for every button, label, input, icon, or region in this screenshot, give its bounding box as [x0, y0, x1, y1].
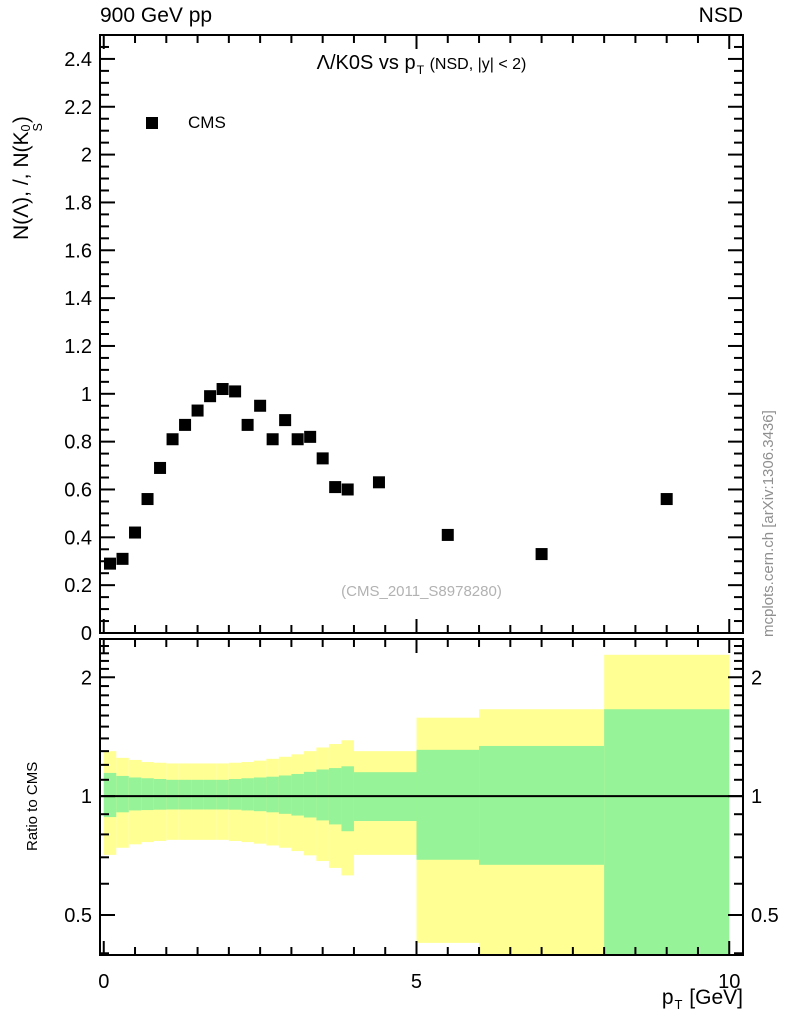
ratio-band-inner [253, 777, 267, 812]
ratio-band-inner [203, 779, 217, 810]
ratio-band-inner [116, 775, 129, 813]
ratio-band-inner [479, 745, 605, 865]
axis-tick-label: 2 [81, 145, 92, 167]
data-point [316, 452, 329, 465]
ratio-band-inner [316, 769, 329, 821]
axis-tick-label: 2.4 [64, 49, 92, 71]
plot-title-main: Λ/K0S vs p [316, 52, 416, 74]
ratio-band-inner [278, 775, 292, 814]
ratio-band-inner [241, 778, 254, 811]
plot-title-suffix: (NSD, |y| < 2) [425, 56, 527, 73]
y-axis-title: N(Λ), /, N(K 0 S) [10, 116, 45, 240]
data-point [116, 552, 129, 565]
axis-tick-label: 10 [718, 971, 740, 993]
data-point [229, 385, 242, 398]
x-axis-title-suffix: [GeV] [683, 986, 743, 1009]
axis-tick-label: 2 [81, 667, 92, 689]
data-point [204, 390, 217, 403]
ratio-band-inner [141, 778, 154, 811]
ratio-band-inner [303, 771, 317, 818]
axis-tick-label: 0.8 [64, 432, 92, 454]
axis-tick-label: 5 [411, 971, 422, 993]
data-point [535, 548, 548, 561]
data-point [104, 557, 117, 570]
data-point [372, 476, 385, 489]
ratio-band-inner [228, 779, 242, 810]
ratio-band-inner [216, 779, 229, 810]
axis-tick-label: 0.4 [64, 527, 92, 549]
axis-tick-label: 0.6 [64, 479, 92, 501]
data-point [141, 493, 154, 506]
axis-tick-label: 0.5 [64, 905, 92, 927]
ratio-band-inner [416, 749, 480, 860]
y-axis-title-text: N(Λ), /, N(K [10, 131, 33, 240]
axis-tick-label: 1.2 [64, 336, 92, 358]
data-point [341, 483, 354, 496]
axis-tick-label: 2.2 [64, 97, 92, 119]
ratio-band-inner [341, 766, 354, 832]
legend: CMS [146, 113, 226, 132]
plot-title: Λ/K0S vs pT (NSD, |y| < 2) [100, 52, 743, 77]
x-axis-title-main: p [661, 986, 674, 1009]
data-point [441, 528, 454, 541]
ratio-band-inner [604, 709, 730, 955]
plot-title-subscript: T [416, 62, 425, 77]
watermark-mcplots: mcplots.cern.ch [arXiv:1306.3436] [760, 410, 777, 637]
data-point [166, 433, 179, 446]
analysis-reference-label: (CMS_2011_S8978280) [341, 583, 502, 600]
data-point [329, 481, 342, 494]
data-point [191, 404, 204, 417]
axis-tick-label: 0 [98, 971, 109, 993]
data-point [291, 433, 304, 446]
legend-marker-filled-square [146, 117, 158, 129]
ratio-band-inner [103, 772, 117, 818]
axis-tick-label: 2 [751, 667, 762, 689]
data-point [179, 418, 192, 431]
ratio-band-inner [166, 779, 179, 810]
ratio-band-inner [153, 779, 167, 810]
y-axis-title-suffix: ) [10, 116, 33, 124]
axis-tick-label: 1 [81, 786, 92, 808]
data-point [216, 383, 229, 396]
data-point [254, 399, 267, 412]
data-point [304, 430, 317, 443]
y-axis-title-subscript: S [31, 123, 46, 132]
x-axis-title-subscript: T [674, 996, 683, 1012]
event-class-label: NSD [698, 4, 743, 27]
axis-tick-label: 1 [751, 786, 762, 808]
data-point [279, 414, 292, 427]
beam-energy-label: 900 GeV pp [100, 4, 213, 27]
ratio-band-inner [128, 777, 142, 811]
axis-tick-label: 1.8 [64, 192, 92, 214]
data-point [129, 526, 142, 539]
ratio-band-inner [178, 779, 192, 810]
ratio-band-inner [266, 776, 279, 813]
x-axis-title: pT [GeV] [661, 986, 743, 1012]
axis-tick-label: 0.5 [751, 905, 779, 927]
axis-tick-label: 0 [81, 623, 92, 645]
data-point [266, 433, 279, 446]
axis-tick-label: 0.2 [64, 575, 92, 597]
data-point [154, 461, 167, 474]
ratio-band-inner [291, 773, 304, 816]
legend-label: CMS [188, 113, 226, 132]
data-point [241, 418, 254, 431]
ratio-y-axis-title: Ratio to CMS [24, 761, 41, 851]
axis-tick-label: 1.6 [64, 240, 92, 262]
axis-tick-label: 1.4 [64, 288, 92, 310]
ratio-band-inner [191, 779, 204, 810]
axis-tick-label: 1 [81, 384, 92, 406]
data-point [660, 493, 673, 506]
